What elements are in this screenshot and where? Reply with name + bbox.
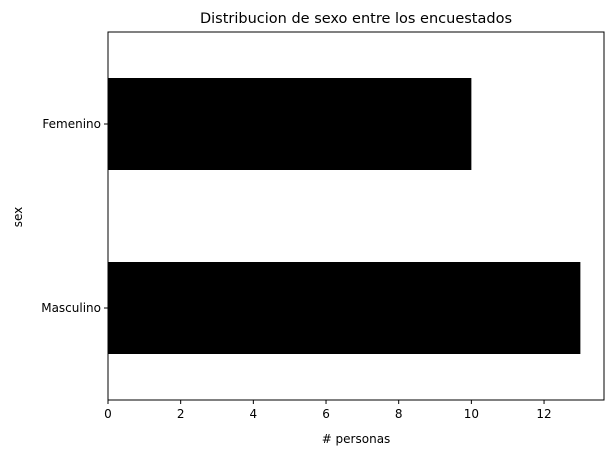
- x-tick-label-0: 0: [104, 407, 112, 421]
- bar-femenino: [108, 78, 472, 170]
- y-tick-label-masculino: Masculino: [41, 301, 101, 315]
- x-tick-label-4: 4: [250, 407, 258, 421]
- bar-masculino: [108, 262, 581, 354]
- x-tick-label-12: 12: [536, 407, 551, 421]
- y-axis-label: sex: [11, 207, 25, 228]
- y-tick-label-femenino: Femenino: [42, 117, 101, 131]
- x-tick-label-10: 10: [464, 407, 479, 421]
- x-axis-label: # personas: [322, 432, 391, 446]
- x-tick-label-8: 8: [395, 407, 403, 421]
- chart-title: Distribucion de sexo entre los encuestad…: [200, 11, 512, 27]
- x-tick-label-6: 6: [322, 407, 330, 421]
- plot-frame: [107, 31, 605, 401]
- x-tick-label-2: 2: [177, 407, 185, 421]
- plot-area: Masculino Femenino 0 2 4 6 8 10 12: [41, 31, 605, 421]
